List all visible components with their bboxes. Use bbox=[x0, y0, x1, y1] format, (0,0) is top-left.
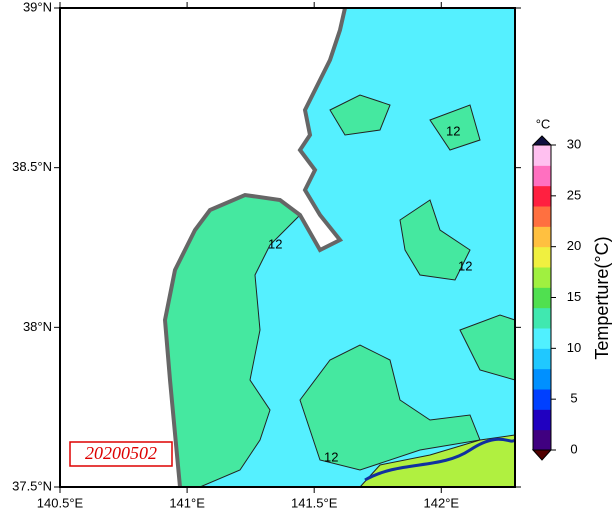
x-tick-label: 142°E bbox=[424, 495, 460, 510]
colorbar-segment bbox=[533, 409, 551, 431]
colorbar-segment bbox=[533, 307, 551, 329]
colorbar-segment bbox=[533, 246, 551, 268]
colorbar-label: Temperture(°C) bbox=[592, 236, 612, 359]
colorbar-segment bbox=[533, 328, 551, 349]
colorbar-tick-label: 5 bbox=[570, 391, 577, 406]
colorbar-under bbox=[531, 449, 553, 461]
colorbar-segment bbox=[533, 165, 551, 187]
colorbar-segment bbox=[533, 145, 551, 166]
colorbar-segment bbox=[533, 267, 551, 288]
y-tick-label: 38°N bbox=[23, 319, 52, 334]
contour-label: 12 bbox=[458, 258, 472, 273]
colorbar-tick-label: 10 bbox=[567, 340, 581, 355]
contour-label: 12 bbox=[268, 236, 282, 251]
y-tick-label: 39°N bbox=[23, 0, 52, 14]
colorbar-segment bbox=[533, 389, 551, 410]
date-box bbox=[69, 441, 173, 467]
y-tick-label: 38.5°N bbox=[12, 159, 52, 174]
y-tick-label: 37.5°N bbox=[12, 478, 52, 493]
contour-label: 12 bbox=[324, 449, 338, 464]
colorbar-segment bbox=[533, 429, 551, 451]
colorbar-segment bbox=[533, 287, 551, 309]
river-plume bbox=[364, 437, 517, 482]
colorbar-over bbox=[531, 135, 553, 146]
x-tick-label: 141°E bbox=[169, 495, 205, 510]
colorbar-segment bbox=[533, 368, 551, 390]
colorbar-tick-label: 25 bbox=[567, 187, 581, 202]
warm-water-areas bbox=[164, 94, 516, 488]
date-label: 20200502 bbox=[85, 443, 157, 463]
colorbar-tick-label: 15 bbox=[567, 289, 581, 304]
colorbar-tick-label: 30 bbox=[567, 136, 581, 151]
colorbar-segment bbox=[533, 226, 551, 248]
colorbar-unit: °C bbox=[536, 116, 551, 131]
contour-label: 12 bbox=[446, 123, 460, 138]
x-tick-label: 140.5°E bbox=[37, 495, 84, 510]
colorbar-segment bbox=[533, 185, 551, 207]
colorbar-tick-label: 0 bbox=[570, 441, 577, 456]
map-frame bbox=[59, 7, 516, 488]
x-tick-label: 141.5°E bbox=[291, 495, 338, 510]
colorbar-segment bbox=[533, 206, 551, 227]
coastline bbox=[162, 7, 347, 488]
colorbar-segment bbox=[533, 348, 551, 370]
colorbar-tick-label: 20 bbox=[567, 238, 581, 253]
